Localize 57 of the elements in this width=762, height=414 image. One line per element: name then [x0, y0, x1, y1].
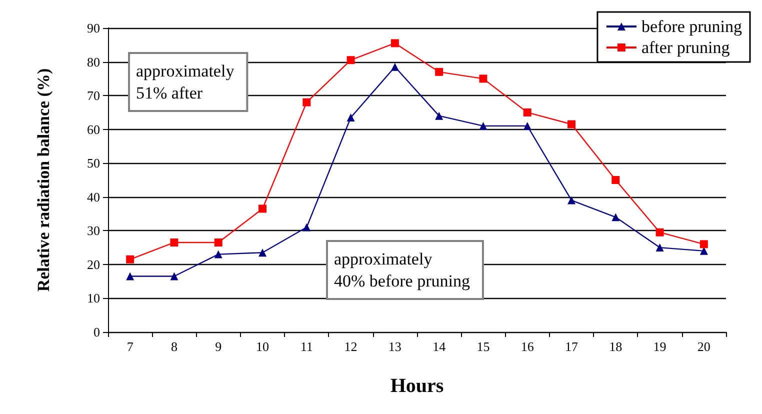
point: [656, 228, 664, 236]
point: [258, 204, 266, 213]
point: [302, 223, 311, 232]
y-tick-label: 70: [87, 88, 100, 104]
point: [390, 39, 399, 48]
point: [170, 238, 178, 246]
x-tick-label: 12: [344, 339, 358, 354]
x-tick-label: 14: [432, 339, 446, 354]
x-tick-label: 9: [215, 339, 222, 354]
y-tick-label: 60: [87, 122, 100, 137]
point: [568, 120, 576, 128]
point: [612, 213, 620, 222]
point: [258, 248, 266, 257]
point: [435, 112, 444, 120]
point: [523, 108, 532, 116]
point: [479, 74, 488, 83]
point: [479, 122, 488, 130]
x-tick-label: 16: [520, 339, 534, 354]
legend-label: before pruning: [641, 17, 742, 36]
x-axis-title: Hours: [390, 375, 444, 397]
point: [390, 62, 399, 71]
y-tick-label: 10: [87, 290, 100, 306]
point: [170, 272, 178, 280]
x-tick-label: 18: [609, 339, 622, 354]
y-tick-label: 50: [87, 156, 100, 171]
y-tick-label: 80: [87, 54, 100, 70]
y-tick-label: 20: [87, 256, 100, 272]
point: [656, 244, 664, 252]
point: [126, 272, 134, 280]
point: [568, 196, 576, 204]
legend-label: after pruning: [641, 38, 730, 57]
x-tick-label: 11: [300, 339, 313, 354]
y-tick-label: 40: [87, 189, 100, 204]
y-tick-label: 0: [94, 324, 100, 340]
point: [126, 255, 134, 264]
point: [435, 68, 444, 76]
x-tick-label: 20: [697, 339, 710, 354]
x-tick-label: 19: [653, 339, 666, 354]
x-tick-label: 8: [170, 339, 178, 354]
point: [346, 56, 355, 64]
y-axis-title: Relative radiation balance (%): [34, 68, 53, 292]
point: [700, 240, 708, 248]
annotation: approximately 40% before pruning: [334, 250, 470, 290]
x-tick-label: 15: [476, 339, 490, 354]
point: [302, 98, 311, 106]
x-tick-label: 10: [256, 339, 269, 354]
annotation: approximately 51% after: [136, 62, 235, 102]
point: [346, 114, 355, 122]
y-tick-label: 90: [87, 20, 100, 36]
point: [612, 176, 620, 184]
x-tick-label: 13: [388, 339, 402, 354]
x-tick-label: 7: [126, 339, 134, 354]
x-tick-label: 17: [565, 339, 578, 354]
y-tick-label: 30: [87, 223, 100, 238]
point: [214, 250, 222, 258]
point: [523, 122, 532, 130]
point: [214, 238, 222, 246]
